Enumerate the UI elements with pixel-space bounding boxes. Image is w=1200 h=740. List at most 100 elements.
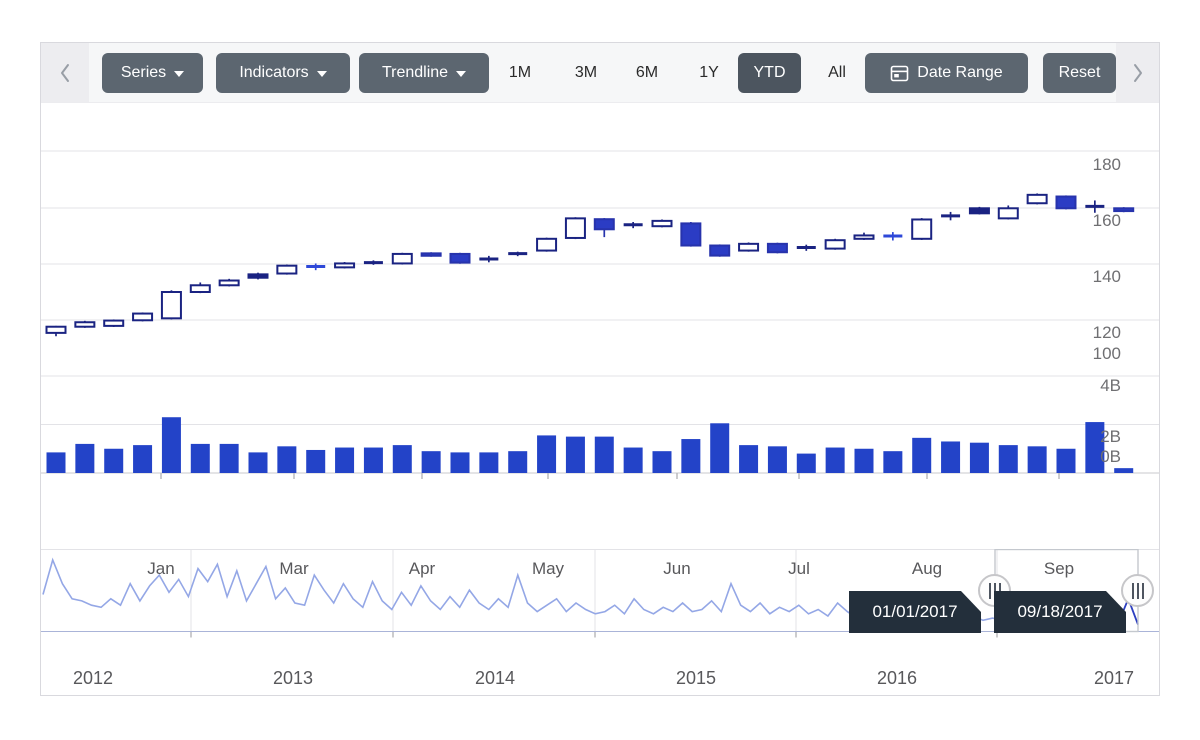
indicators-dropdown-label: Indicators	[239, 64, 309, 81]
date-range-button[interactable]: Date Range	[865, 53, 1028, 93]
volume-bar	[739, 445, 759, 473]
volume-bar	[912, 437, 932, 473]
trendline-dropdown-label: Trendline	[381, 64, 449, 81]
volume-bar	[883, 451, 903, 473]
reset-button[interactable]: Reset	[1043, 53, 1116, 93]
y-axis-label: 120	[1092, 323, 1121, 342]
range-start-tooltip: 01/01/2017	[849, 591, 981, 633]
y-axis-label: 100	[1092, 344, 1121, 363]
trendline-dropdown-button[interactable]: Trendline	[359, 53, 489, 93]
candle-bear	[680, 222, 702, 247]
volume-bar	[796, 453, 816, 473]
volume-bar	[46, 452, 66, 473]
volume-bar	[190, 443, 210, 473]
volume-bar	[1027, 446, 1047, 473]
period-6m-button[interactable]: 6M	[627, 53, 667, 93]
candle-doji-navy	[941, 211, 961, 221]
volume-bar	[306, 449, 326, 473]
candle-bear	[709, 244, 731, 257]
volume-bar	[767, 446, 787, 473]
candle-bear	[593, 218, 615, 238]
chevron-down-icon	[316, 71, 327, 77]
x-axis-month-label: Jan	[147, 559, 175, 578]
x-axis-month-label: Jun	[663, 559, 691, 578]
navigator-year-label: 2015	[675, 668, 717, 688]
grip-icon	[1131, 582, 1134, 599]
x-axis-month-label: Mar	[279, 559, 309, 578]
range-end-handle[interactable]	[1121, 574, 1154, 607]
volume-bar	[161, 417, 181, 473]
candle-bull	[564, 217, 586, 240]
candle-bull	[160, 290, 182, 320]
candle-bull	[334, 262, 356, 269]
chevron-down-icon	[174, 71, 185, 77]
volume-bar	[392, 445, 412, 473]
candle-doji-navy	[623, 222, 643, 229]
volume-bar	[104, 448, 124, 473]
indicators-dropdown-button[interactable]: Indicators	[216, 53, 350, 93]
period-1m-button[interactable]: 1M	[500, 53, 540, 93]
volume-bar	[75, 443, 95, 473]
period-1y-button[interactable]: 1Y	[689, 53, 729, 93]
candle-bull	[1026, 193, 1048, 205]
period-all-button[interactable]: All	[817, 53, 857, 93]
x-axis-month-label: May	[531, 559, 565, 578]
x-axis-month-label: Jul	[788, 559, 810, 578]
candle-bear	[766, 242, 788, 254]
grip-icon	[993, 582, 996, 599]
navigator-year-label: 2017	[1093, 668, 1135, 688]
period-ytd-button-selected[interactable]: YTD	[738, 53, 801, 93]
volume-bar	[854, 448, 874, 473]
candle-bull	[276, 264, 298, 275]
chart-plot-area: Jan Mar Apr May Jun Jul Aug Sep 180 160 140 120 100 4…	[41, 103, 1159, 578]
chevron-left-icon	[61, 63, 69, 82]
grip-icon	[1141, 582, 1144, 599]
volume-bar	[1114, 468, 1134, 473]
chevron-down-icon	[456, 71, 467, 77]
candle-doji-blue	[306, 263, 326, 271]
period-3m-button[interactable]: 3M	[566, 53, 606, 93]
candle-bear	[420, 252, 442, 257]
y-axis-label: 140	[1092, 267, 1121, 286]
x-axis-month-label: Sep	[1043, 559, 1075, 578]
volume-bar	[1056, 448, 1076, 473]
candle-doji-navy	[479, 255, 499, 263]
toolbar-scroll-right-button[interactable]	[1116, 43, 1159, 102]
candle-bull	[824, 238, 846, 250]
candle-doji-navy	[508, 251, 528, 257]
volume-bar	[969, 442, 989, 473]
volume-bar	[248, 452, 268, 473]
volume-bar	[565, 436, 585, 473]
toolbar: Series Indicators Trendline 1M 3M 6M 1Y …	[41, 43, 1159, 103]
candle-bull	[997, 205, 1019, 220]
grip-icon	[1136, 582, 1139, 599]
candle-bear	[449, 252, 471, 264]
candle-bear	[1055, 195, 1077, 210]
range-end-tooltip: 09/18/2017	[994, 591, 1126, 633]
volume-bar	[998, 445, 1018, 473]
x-axis-month-label: Apr	[408, 559, 436, 578]
volume-bar	[623, 447, 643, 473]
series-dropdown-button[interactable]: Series	[102, 53, 203, 93]
candle-bull	[218, 278, 240, 287]
date-range-label: Date Range	[917, 64, 1003, 81]
candle-bull	[853, 232, 875, 240]
x-axis-month-label: Aug	[911, 559, 943, 578]
toolbar-scroll-left-button[interactable]	[41, 43, 89, 102]
navigator-year-label: 2016	[876, 668, 918, 688]
candle-doji-navy	[796, 244, 816, 251]
candle-bull	[74, 320, 96, 328]
volume-bar	[652, 451, 672, 473]
y-axis-label: 160	[1092, 211, 1121, 230]
volume-bar	[363, 447, 383, 473]
y-axis-label: 2B	[1100, 427, 1121, 446]
candle-bull	[45, 325, 67, 337]
candle-bull	[132, 312, 154, 322]
candle-bull	[911, 218, 933, 240]
candle-doji-navy	[1085, 200, 1105, 213]
volume-bar	[219, 443, 239, 473]
y-axis-label: 4B	[1100, 376, 1121, 395]
y-axis-label: 180	[1092, 155, 1121, 174]
calendar-icon	[890, 65, 909, 81]
candle-bull	[536, 237, 558, 252]
